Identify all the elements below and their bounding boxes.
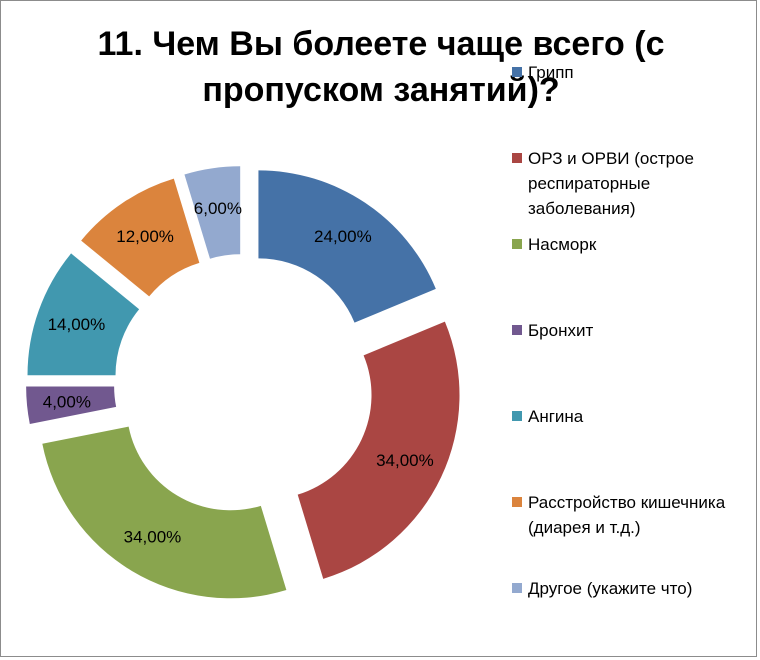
legend-item: Бронхит (512, 318, 747, 343)
segment-data-label: 34,00% (124, 528, 182, 547)
legend-item: Расстройство кишечника (диарея и т.д.) (512, 490, 747, 540)
segment-data-label: 6,00% (194, 199, 242, 218)
chart-title: 11. Чем Вы болеете чаще всего (с пропуск… (97, 25, 665, 109)
segment-data-label: 34,00% (376, 451, 434, 470)
doughnut-segment (27, 253, 140, 376)
segment-data-label: 12,00% (116, 227, 174, 246)
legend-item: Ангина (512, 404, 747, 429)
legend-label: Грипп (528, 63, 574, 82)
legend-swatch (512, 153, 522, 163)
legend-swatch (512, 497, 522, 507)
legend-label: Ангина (528, 407, 584, 426)
legend-swatch (512, 239, 522, 249)
legend-item: Грипп (512, 60, 747, 85)
segment-data-label: 14,00% (48, 315, 106, 334)
segment-data-label: 4,00% (43, 392, 91, 411)
doughnut-segment (184, 166, 241, 259)
chart-legend: Грипп ОРЗ и ОРВИ (острое респираторные за… (512, 0, 752, 660)
legend-item: Другое (укажите что) (512, 576, 747, 601)
legend-label: Насморк (528, 235, 597, 254)
legend-label: Бронхит (528, 321, 594, 340)
legend-label: Другое (укажите что) (528, 579, 693, 598)
legend-swatch (512, 325, 522, 335)
legend-swatch (512, 583, 522, 593)
doughnut-segment (297, 321, 460, 579)
legend-label: ОРЗ и ОРВИ (острое респираторные заболев… (528, 149, 695, 218)
segment-data-label: 24,00% (314, 227, 372, 246)
doughnut-segment (26, 386, 117, 425)
legend-label: Расстройство кишечника (диарея и т.д.) (528, 493, 726, 537)
legend-swatch (512, 67, 522, 77)
legend-item: ОРЗ и ОРВИ (острое респираторные заболев… (512, 146, 747, 221)
legend-item: Насморк (512, 232, 747, 257)
doughnut-segment (258, 170, 436, 323)
doughnut-segment (81, 178, 200, 297)
legend-swatch (512, 411, 522, 421)
doughnut-segment (42, 426, 287, 599)
